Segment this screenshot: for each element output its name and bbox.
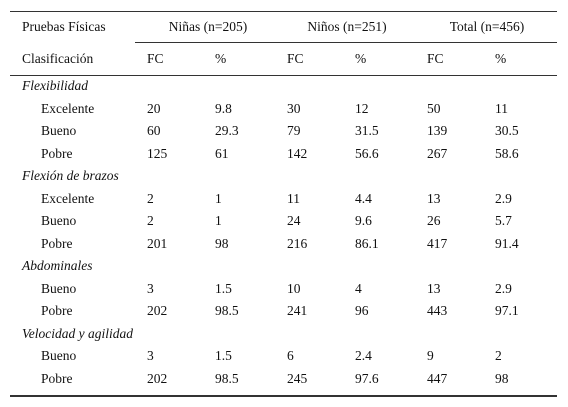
row-label: Bueno [41, 123, 77, 138]
cell: 1.5 [215, 348, 232, 363]
cell: 4.4 [355, 190, 372, 206]
cell: 443 [427, 303, 448, 318]
cell: 9.8 [215, 100, 232, 116]
cell: 98 [215, 235, 229, 251]
cell: 96 [355, 303, 369, 318]
cell: 202 [147, 303, 168, 318]
column-header: FC [427, 51, 444, 66]
cell: 2.9 [495, 280, 512, 296]
cell: 11 [495, 100, 508, 116]
cell: 3 [147, 348, 154, 363]
cell: 142 [287, 145, 308, 161]
section-title: Flexión de brazos [22, 168, 119, 183]
row-label: Bueno [41, 348, 77, 363]
cell: 11 [287, 190, 300, 206]
cell: 98.5 [215, 370, 239, 386]
cell: 61 [215, 145, 229, 161]
column-header: FC [287, 51, 304, 66]
cell: 26 [427, 213, 441, 228]
column-header: % [215, 51, 227, 66]
cell: 417 [427, 235, 448, 251]
cell: 56.6 [355, 145, 379, 161]
cell: 241 [287, 303, 308, 318]
cell: 1.5 [215, 280, 232, 296]
cell: 202 [147, 370, 168, 386]
row-label: Pobre [41, 370, 73, 386]
rule [135, 42, 557, 43]
cell: 2 [147, 190, 154, 206]
cell: 98.5 [215, 303, 239, 318]
cell: 79 [287, 123, 301, 138]
cell: 447 [427, 370, 448, 386]
cell: 91.4 [495, 235, 519, 251]
rule [10, 75, 557, 76]
row-label: Bueno [41, 280, 77, 296]
section-title: Velocidad y agilidad [22, 325, 133, 341]
cell: 97.6 [355, 370, 379, 386]
cell: 60 [147, 123, 161, 138]
cell: 3 [147, 280, 154, 296]
cell: 13 [427, 190, 441, 206]
group-header: Total (n=456) [449, 19, 525, 34]
section-title: Flexibilidad [22, 78, 88, 93]
cell: 30.5 [495, 123, 519, 138]
cell: 2.4 [355, 348, 372, 363]
rule [10, 395, 557, 397]
cell: 13 [427, 280, 441, 296]
cell: 4 [355, 280, 362, 296]
cell: 2 [495, 348, 502, 363]
cell: 245 [287, 370, 308, 386]
cell: 86.1 [355, 235, 379, 251]
row-label-header: Clasificación [22, 51, 94, 66]
cell: 2.9 [495, 190, 512, 206]
cell: 12 [355, 100, 369, 116]
cell: 267 [427, 145, 448, 161]
cell: 125 [147, 145, 168, 161]
cell: 29.3 [215, 123, 239, 138]
column-header: % [355, 51, 367, 66]
cell: 1 [215, 190, 222, 206]
row-label: Excelente [41, 100, 95, 116]
rule [10, 11, 557, 12]
row-label: Bueno [41, 213, 77, 228]
cell: 30 [287, 100, 301, 116]
cell: 50 [427, 100, 441, 116]
cell: 216 [287, 235, 308, 251]
cell: 10 [287, 280, 301, 296]
cell: 31.5 [355, 123, 379, 138]
cell: 20 [147, 100, 161, 116]
row-label: Pobre [41, 145, 73, 161]
cell: 9 [427, 348, 434, 363]
group-label: Pruebas Físicas [22, 19, 106, 34]
cell: 139 [427, 123, 448, 138]
row-label: Pobre [41, 235, 73, 251]
column-header: FC [147, 51, 164, 66]
group-header: Niños (n=251) [307, 19, 387, 34]
cell: 5.7 [495, 213, 512, 228]
cell: 58.6 [495, 145, 519, 161]
cell: 201 [147, 235, 168, 251]
row-label: Excelente [41, 190, 95, 206]
group-header: Niñas (n=205) [168, 19, 248, 34]
cell: 9.6 [355, 213, 372, 228]
row-label: Pobre [41, 303, 73, 318]
cell: 24 [287, 213, 301, 228]
cell: 97.1 [495, 303, 519, 318]
cell: 2 [147, 213, 154, 228]
column-header: % [495, 51, 507, 66]
cell: 1 [215, 213, 222, 228]
cell: 98 [495, 370, 509, 386]
section-title: Abdominales [22, 258, 93, 273]
cell: 6 [287, 348, 294, 363]
